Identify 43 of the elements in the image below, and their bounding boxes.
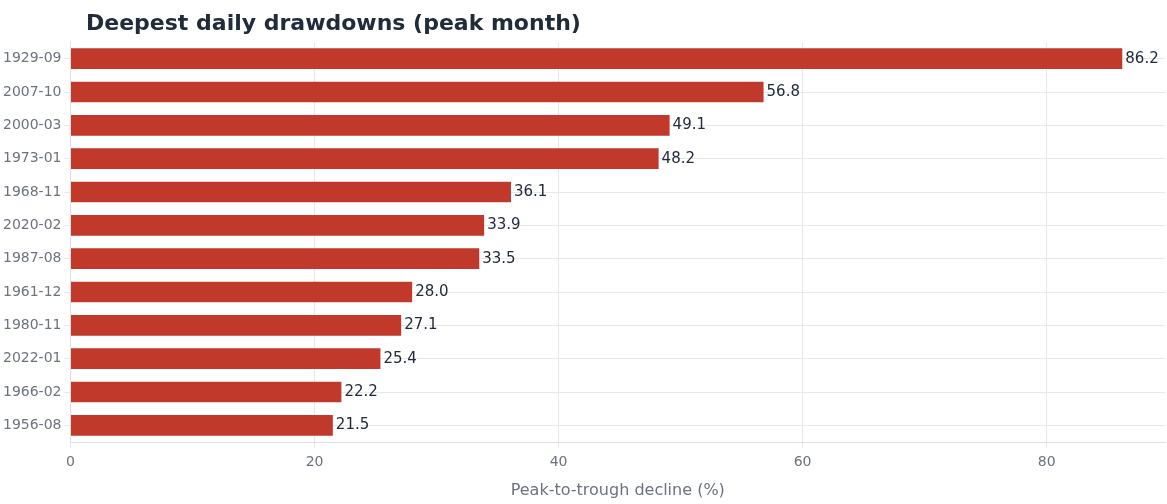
- bar: [71, 315, 402, 336]
- data-label: 22.2: [344, 381, 378, 400]
- x-tick-label: 80: [1037, 453, 1056, 470]
- x-tick-label: 60: [793, 453, 812, 470]
- y-tick-label: 2007-10: [3, 82, 62, 99]
- y-tick-label: 1980-11: [3, 315, 62, 332]
- y-tick-label: 1968-11: [3, 182, 62, 199]
- bar: [71, 215, 485, 236]
- data-label: 33.9: [487, 215, 521, 234]
- bar: [71, 115, 670, 136]
- y-tick-label: 1973-01: [3, 149, 62, 166]
- data-label: 25.4: [383, 348, 417, 367]
- y-tick-label: 2000-03: [3, 115, 62, 132]
- y-tick-label: 1987-08: [3, 249, 62, 266]
- data-label: 21.5: [335, 415, 370, 434]
- x-axis-title: Peak-to-trough decline (%): [510, 479, 725, 499]
- bar: [71, 415, 333, 436]
- data-label: 56.8: [766, 81, 800, 100]
- data-label: 28.0: [415, 281, 449, 300]
- data-label: 27.1: [404, 315, 438, 334]
- bar: [71, 148, 659, 169]
- data-label: 33.5: [482, 248, 516, 267]
- y-tick-label: 1956-08: [3, 415, 62, 432]
- y-tick-label: 1966-02: [3, 382, 62, 399]
- bar: [71, 81, 764, 103]
- bar: [71, 348, 381, 369]
- y-tick-label: 2020-02: [3, 215, 62, 232]
- bar: [71, 281, 413, 303]
- data-label: 86.2: [1125, 48, 1159, 67]
- bar: [71, 381, 342, 403]
- x-tick-label: 0: [66, 453, 75, 470]
- x-tick-label: 40: [549, 453, 568, 470]
- y-tick-label: 1929-09: [3, 49, 62, 66]
- chart-title: Deepest daily drawdowns (peak month): [86, 10, 581, 35]
- data-label: 36.1: [513, 181, 548, 200]
- y-tick-label: 2022-01: [3, 349, 62, 366]
- y-tick-label: 1961-12: [3, 282, 62, 299]
- bar: [71, 181, 511, 203]
- data-label: 48.2: [661, 148, 696, 167]
- x-tick-label: 20: [305, 453, 324, 470]
- data-label: 49.1: [672, 115, 707, 134]
- bar: [71, 48, 1123, 69]
- bar: [71, 248, 480, 269]
